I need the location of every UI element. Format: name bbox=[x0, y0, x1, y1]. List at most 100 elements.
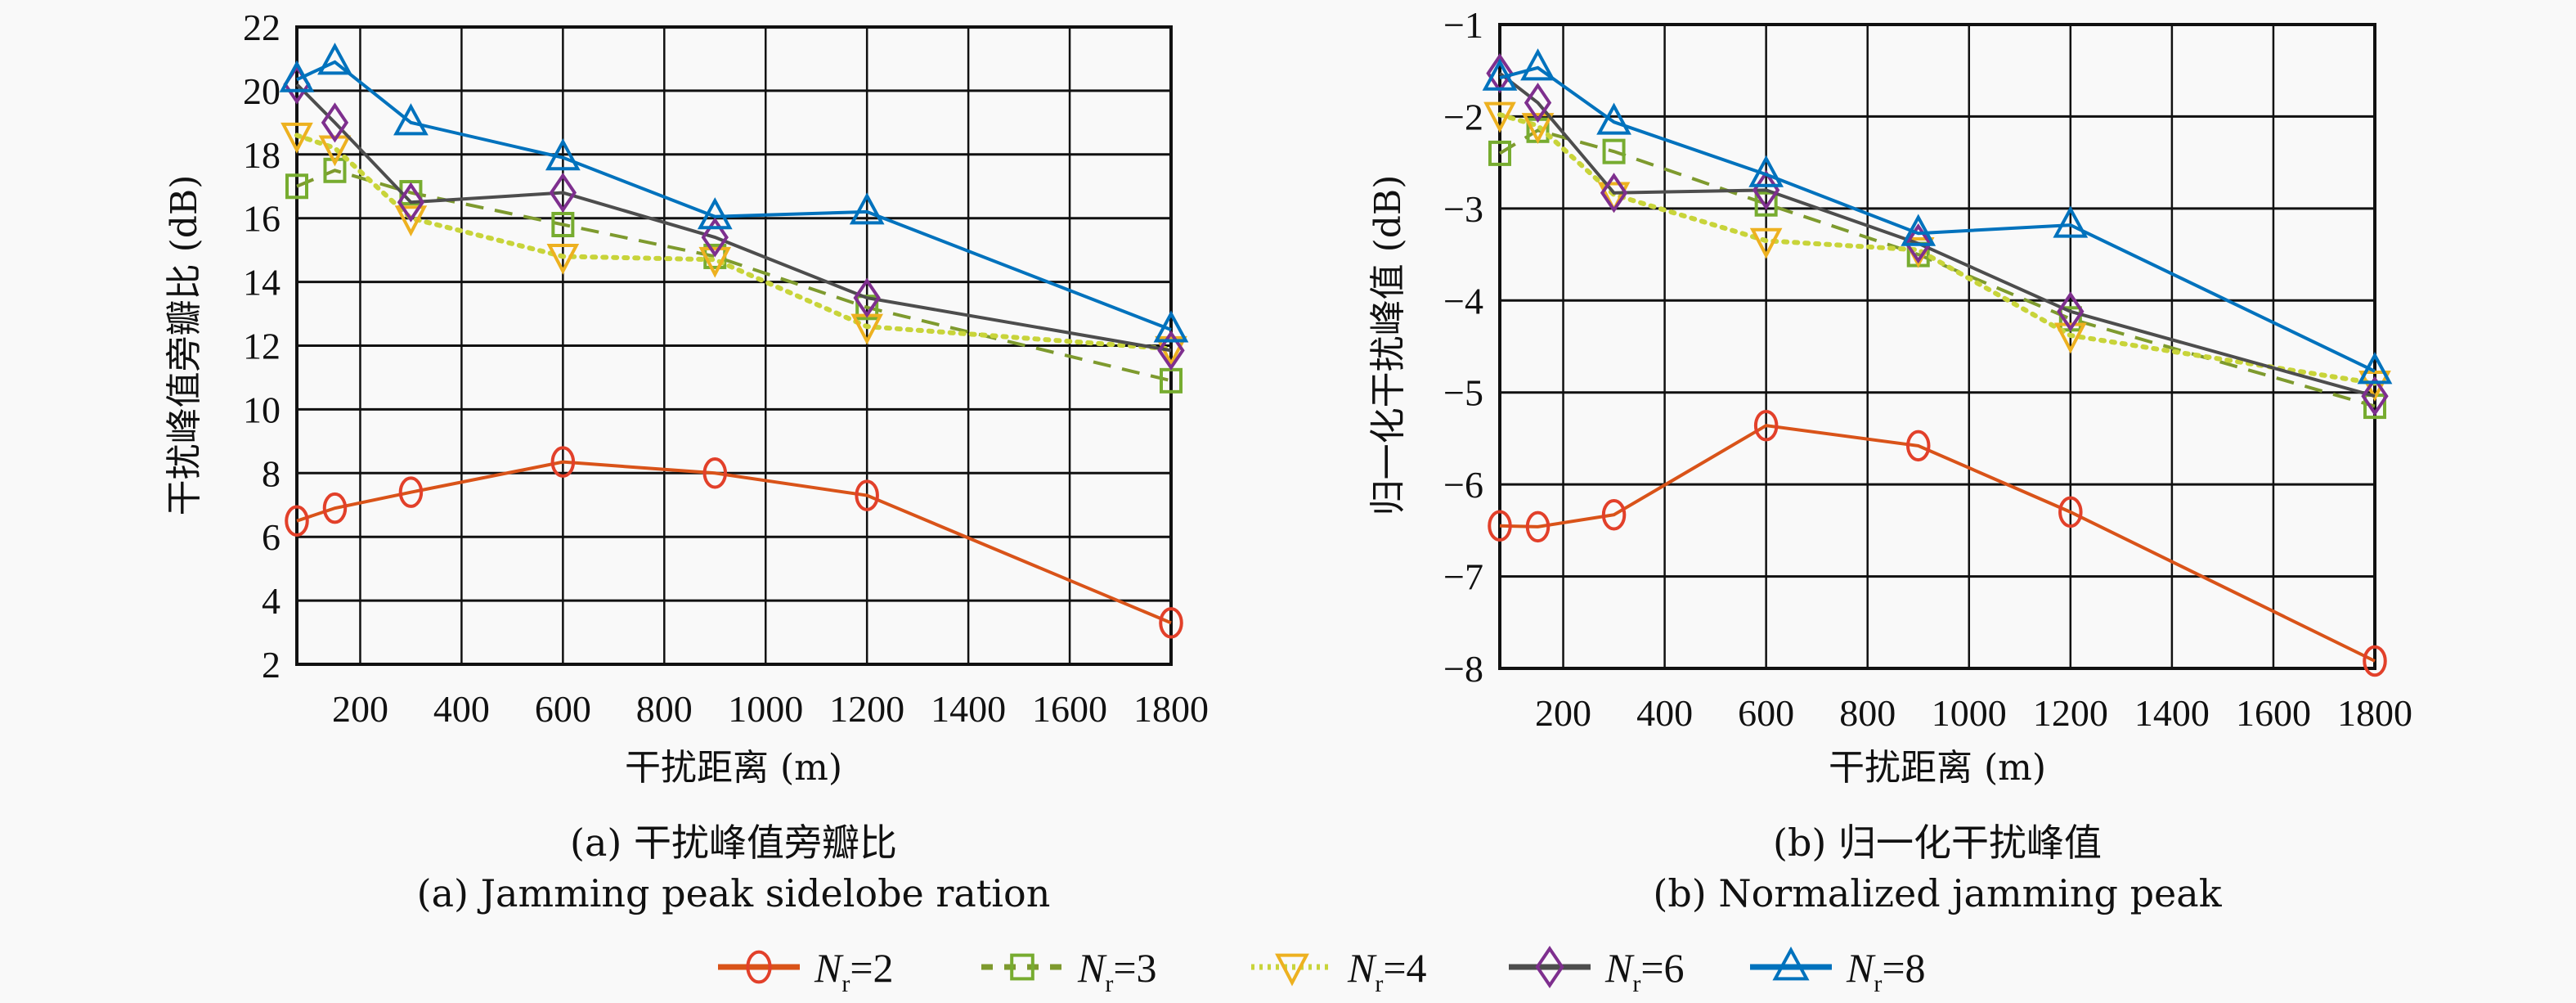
legend-label-sub: r bbox=[1105, 970, 1113, 997]
plot-area bbox=[1500, 25, 2375, 668]
series-line-Nr=3 bbox=[296, 169, 1172, 383]
x-tick-label: 600 bbox=[1738, 692, 1794, 734]
legend-label: Nr=6 bbox=[1604, 945, 1685, 997]
series-line-Nr=8 bbox=[1499, 65, 2376, 373]
data-point-Nr=8 bbox=[2053, 205, 2089, 238]
data-point-Nr=6 bbox=[1600, 173, 1628, 214]
x-tick-label: 1200 bbox=[829, 688, 904, 730]
y-tick-label: 2 bbox=[262, 644, 280, 686]
series-line-Nr=4 bbox=[294, 133, 1174, 352]
legend-marker bbox=[746, 950, 772, 984]
data-point-Nr=6 bbox=[1905, 223, 1932, 264]
panel-b-xlabel: 干扰距离 (m) bbox=[1829, 747, 2046, 789]
data-point-Nr=4 bbox=[2358, 370, 2391, 402]
x-tick-label: 400 bbox=[1636, 692, 1693, 734]
panel-a-caption-en: (a) Jamming peak sidelobe ration bbox=[417, 871, 1051, 915]
x-tick-label: 1200 bbox=[2033, 692, 2108, 734]
data-point-Nr=4 bbox=[698, 246, 732, 278]
data-point-Nr=3 bbox=[1602, 138, 1626, 164]
panel-a-series bbox=[279, 43, 1189, 639]
data-point-Nr=8 bbox=[393, 103, 429, 136]
data-point-Nr=6 bbox=[2057, 291, 2085, 332]
y-tick-label: 6 bbox=[262, 516, 280, 558]
data-point-Nr=8 bbox=[2357, 352, 2393, 385]
legend-item: Nr=3 bbox=[981, 945, 1157, 997]
data-point-Nr=2 bbox=[1905, 430, 1931, 462]
data-point-Nr=2 bbox=[855, 479, 879, 511]
panel-b-grid bbox=[1498, 23, 2376, 670]
x-tick-label: 1400 bbox=[931, 688, 1006, 730]
data-point-Nr=8 bbox=[1520, 48, 1555, 81]
legend-label-sub: r bbox=[841, 970, 850, 997]
y-tick-label: −6 bbox=[1443, 464, 1483, 506]
data-point-Nr=4 bbox=[1521, 113, 1555, 144]
legend-label-main: N bbox=[1846, 945, 1876, 991]
x-tick-label: 1400 bbox=[2134, 692, 2210, 734]
legend-label-main: N bbox=[1077, 945, 1107, 991]
data-point-Nr=6 bbox=[701, 217, 729, 258]
data-point-Nr=6 bbox=[321, 102, 349, 143]
y-tick-label: −8 bbox=[1443, 648, 1483, 690]
legend-label-rest: =4 bbox=[1383, 945, 1426, 991]
data-point-Nr=4 bbox=[394, 205, 428, 237]
data-point-Nr=2 bbox=[1601, 498, 1627, 531]
series-line-Nr=6 bbox=[295, 83, 1172, 353]
legend: Nr=2 Nr=3 Nr=4 Nr=6 Nr=8 bbox=[718, 945, 1926, 997]
data-point-Nr=8 bbox=[1153, 310, 1189, 343]
x-tick-label: 800 bbox=[636, 688, 693, 730]
legend-label-main: N bbox=[1347, 945, 1377, 991]
series-line-Nr=6 bbox=[1498, 72, 2376, 398]
y-tick-label: −3 bbox=[1443, 188, 1483, 230]
data-point-Nr=8 bbox=[1901, 214, 1936, 246]
legend-label-main: N bbox=[814, 945, 844, 991]
y-tick-label: −5 bbox=[1443, 372, 1483, 414]
series-line-Nr=3 bbox=[1498, 128, 2376, 408]
y-tick-label: −7 bbox=[1443, 556, 1483, 598]
legend-item: Nr=2 bbox=[718, 945, 894, 997]
legend-label: Nr=3 bbox=[1077, 945, 1157, 997]
legend-label-main: N bbox=[1604, 945, 1635, 991]
panel-a: 2 4 6 8 10 12 14 16 18 20 22 200 400 600 800 1000 1200 14… bbox=[164, 7, 1209, 915]
panel-a-xlabel: 干扰距离 (m) bbox=[625, 747, 842, 789]
y-tick-label: 22 bbox=[243, 7, 280, 48]
y-tick-label: 20 bbox=[243, 70, 280, 112]
data-point-Nr=8 bbox=[545, 138, 581, 171]
data-point-Nr=4 bbox=[1483, 101, 1516, 133]
legend-marker bbox=[1010, 953, 1034, 981]
legend-marker bbox=[1535, 946, 1564, 988]
legend-item: Nr=6 bbox=[1509, 945, 1685, 997]
data-point-Nr=8 bbox=[1596, 102, 1631, 135]
panel-a-caption-cn: (a) 干扰峰值旁瓣比 bbox=[570, 821, 897, 865]
legend-label-rest: =3 bbox=[1113, 945, 1156, 991]
data-point-Nr=8 bbox=[1748, 155, 1784, 187]
data-point-Nr=4 bbox=[2054, 322, 2087, 354]
y-tick-label: 12 bbox=[243, 326, 280, 367]
legend-item: Nr=8 bbox=[1750, 945, 1926, 997]
y-tick-label: −4 bbox=[1443, 280, 1483, 322]
y-tick-label: 10 bbox=[243, 389, 280, 430]
data-point-Nr=4 bbox=[280, 122, 313, 154]
y-tick-label: 16 bbox=[243, 198, 280, 240]
x-tick-label: 1000 bbox=[728, 688, 803, 730]
x-tick-label: 1600 bbox=[2236, 692, 2311, 734]
data-point-Nr=8 bbox=[279, 60, 315, 92]
x-tick-label: 800 bbox=[1839, 692, 1896, 734]
data-point-Nr=2 bbox=[1525, 510, 1551, 543]
series-line-Nr=8 bbox=[296, 60, 1172, 331]
legend-label-rest: =2 bbox=[850, 945, 893, 991]
data-point-Nr=3 bbox=[1488, 140, 1511, 166]
x-tick-label: 600 bbox=[535, 688, 591, 730]
series-line-Nr=4 bbox=[1497, 112, 2377, 386]
data-point-Nr=8 bbox=[849, 192, 885, 225]
data-point-Nr=2 bbox=[2058, 496, 2083, 528]
legend-label-sub: r bbox=[1632, 970, 1640, 997]
legend-marker bbox=[1275, 953, 1309, 987]
legend-label: Nr=2 bbox=[814, 945, 894, 997]
x-tick-label: 1000 bbox=[1932, 692, 2007, 734]
data-point-Nr=3 bbox=[551, 211, 575, 237]
data-point-Nr=3 bbox=[285, 173, 308, 200]
data-point-Nr=2 bbox=[2363, 645, 2387, 677]
data-point-Nr=2 bbox=[1159, 607, 1183, 639]
data-point-Nr=6 bbox=[1524, 83, 1552, 124]
